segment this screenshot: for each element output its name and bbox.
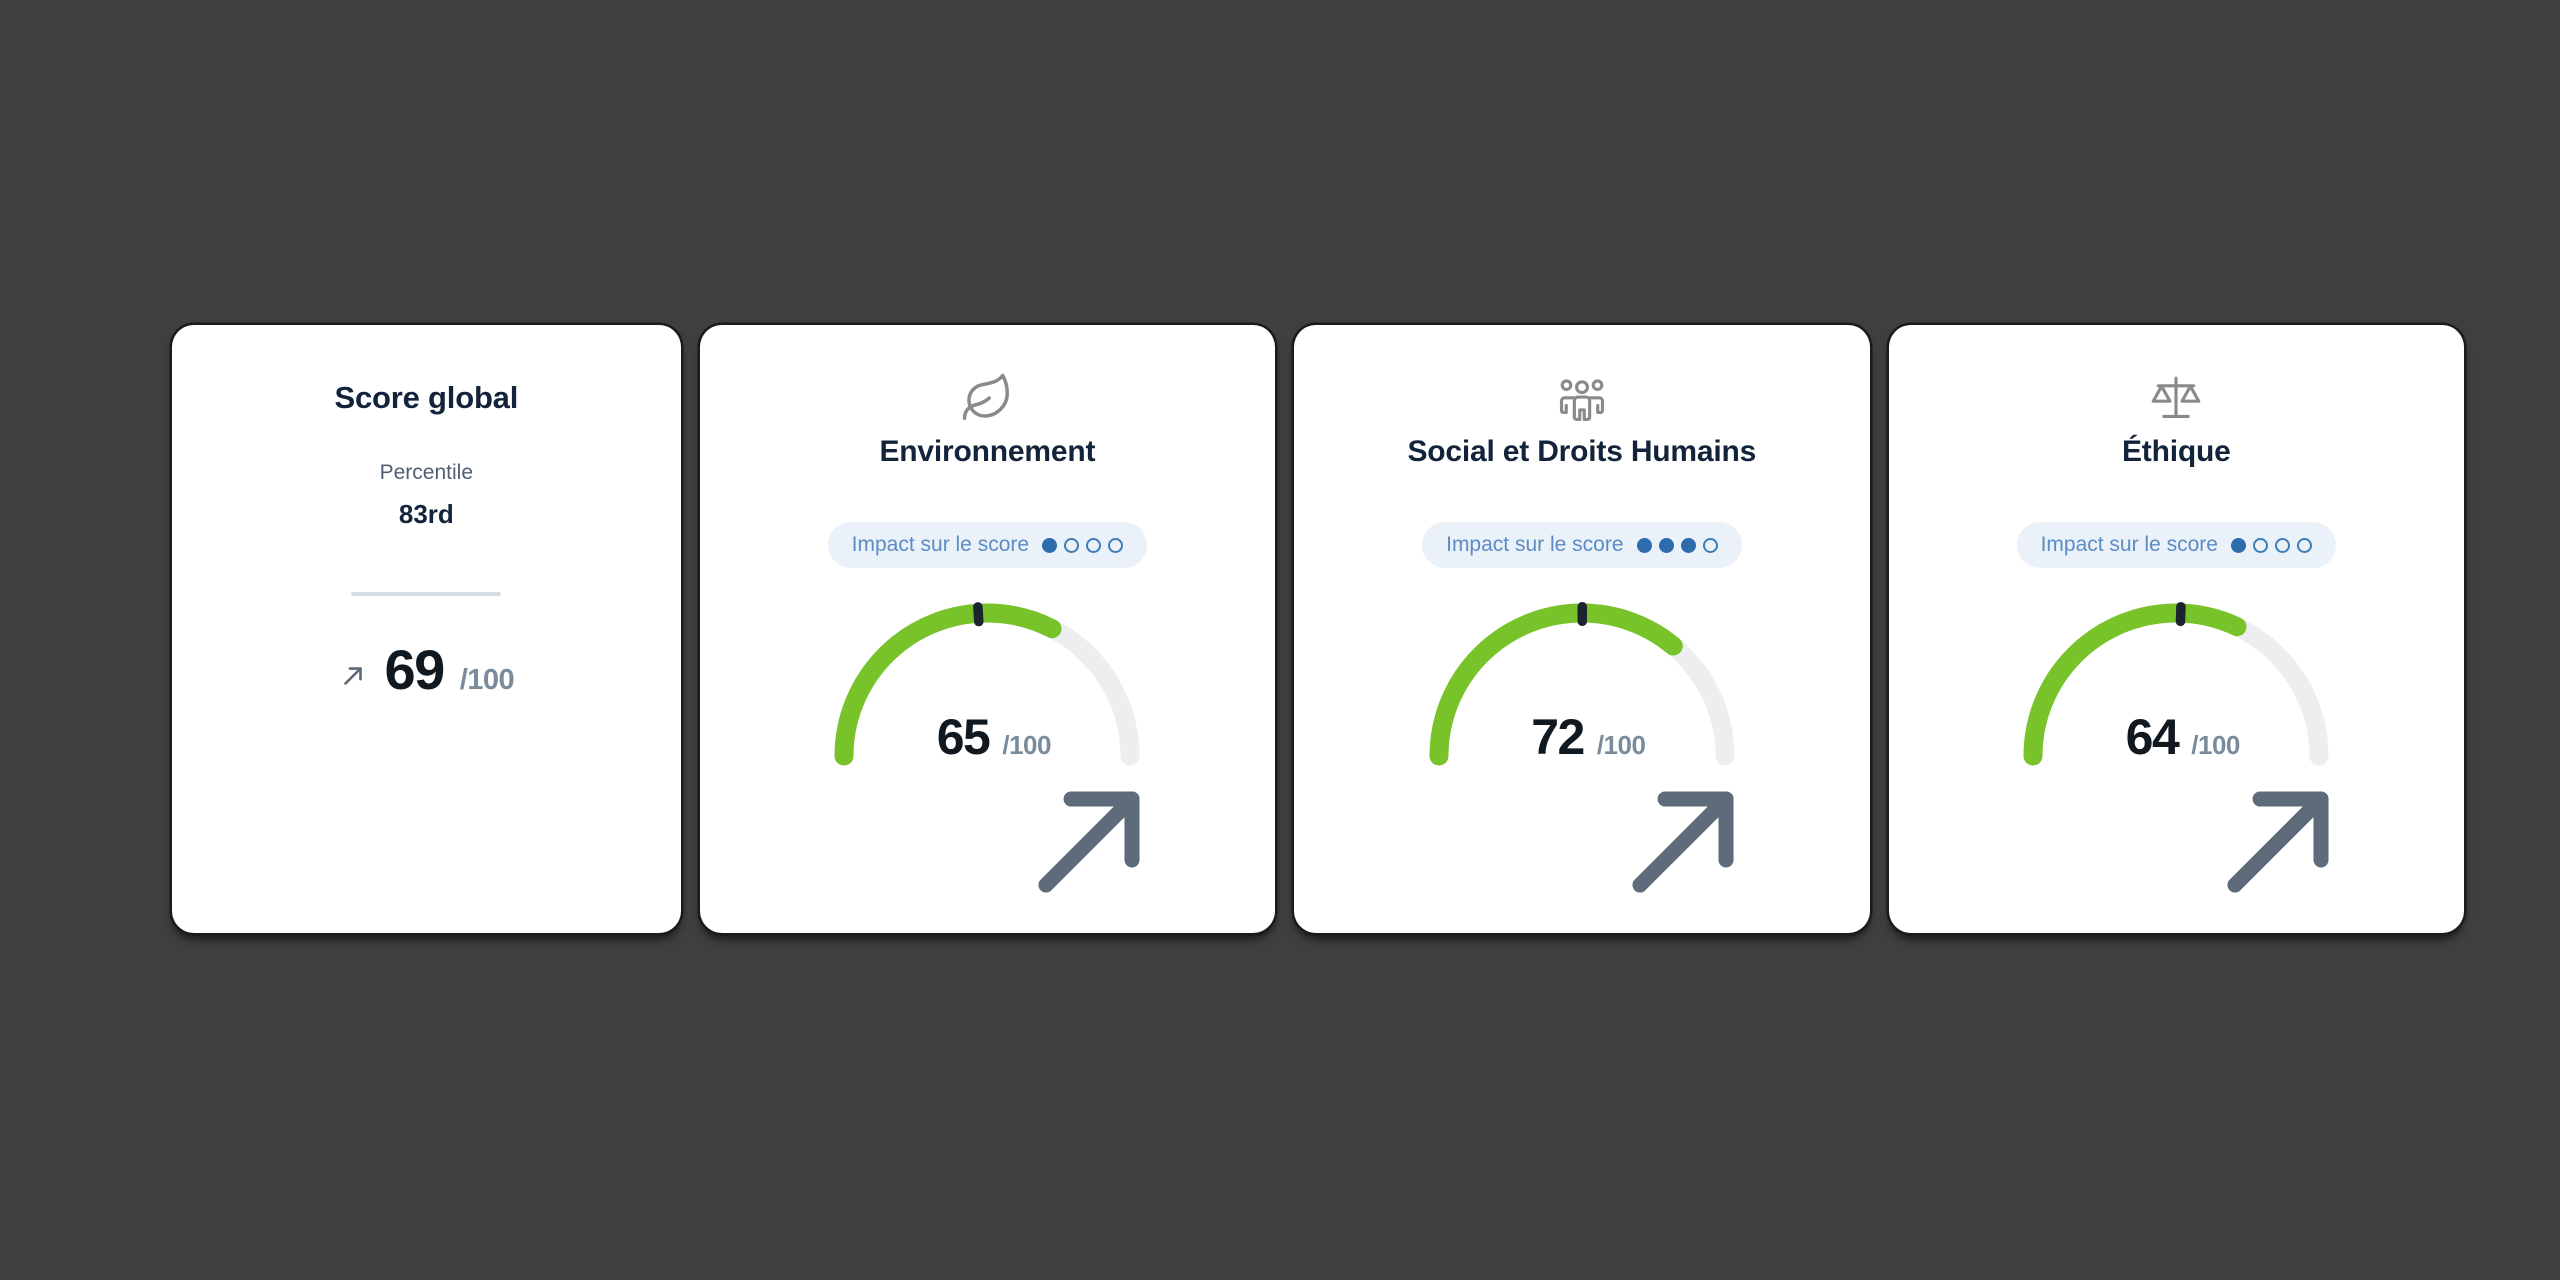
impact-dot-filled: [2230, 537, 2246, 553]
gauge-social: 72 /100: [1417, 596, 1747, 893]
card-title-ethique: Éthique: [2121, 435, 2231, 468]
arrow-up-right-icon: [338, 661, 368, 696]
gauge-ethique: 64 /100: [2011, 596, 2341, 893]
impact-label: Impact sur le score: [1446, 533, 1624, 556]
impact-rating-dots: [1636, 537, 1718, 553]
impact-dot-filled: [1680, 537, 1696, 553]
gauge-svg: [2023, 602, 2329, 766]
gauge-readout-environnement: 65 /100: [822, 709, 1152, 893]
impact-badge-ethique[interactable]: Impact sur le score: [2016, 522, 2336, 568]
global-score-value: 69: [384, 638, 445, 702]
pillar-score-value: 72: [1531, 709, 1585, 765]
global-score-denominator: /100: [459, 664, 515, 697]
impact-rating-dots: [2230, 537, 2312, 553]
impact-dot-empty: [1108, 537, 1124, 553]
impact-badge-environnement[interactable]: Impact sur le score: [827, 522, 1148, 568]
pillar-score-denominator: /100: [2191, 730, 2240, 760]
card-divider: [351, 592, 502, 597]
impact-dot-empty: [1064, 537, 1080, 553]
global-score-readout: 69 /100: [338, 638, 515, 702]
card-score-global[interactable]: Score global Percentile 83rd 69 /100: [172, 325, 681, 933]
impact-label: Impact sur le score: [851, 533, 1030, 556]
pillar-score-value: 65: [936, 709, 991, 765]
impact-badge-social[interactable]: Impact sur le score: [1422, 522, 1742, 568]
gauge-readout-ethique: 64 /100: [2011, 709, 2341, 893]
percentile-value: 83rd: [398, 499, 454, 530]
impact-dot-empty: [1702, 537, 1718, 553]
gauge-benchmark-tick: [1577, 602, 1587, 626]
people-icon: [1555, 367, 1609, 429]
card-social-droits-humains[interactable]: Social et Droits Humains Impact sur le s…: [1294, 325, 1870, 933]
gauge-svg: [834, 602, 1140, 766]
impact-label: Impact sur le score: [2040, 533, 2218, 556]
scales-icon: [2149, 367, 2203, 429]
impact-dot-filled: [1658, 537, 1674, 553]
card-ethique[interactable]: Éthique Impact sur le score: [1888, 325, 2464, 933]
leaf-icon: [960, 367, 1014, 429]
gauge-benchmark-tick: [973, 602, 984, 627]
impact-dot-empty: [2252, 537, 2268, 553]
pillar-score-denominator: /100: [1002, 730, 1051, 760]
card-title-score-global: Score global: [334, 380, 519, 415]
gauge-environnement: 65 /100: [822, 596, 1152, 893]
gauge-value-arc: [834, 603, 1140, 766]
impact-dot-filled: [1636, 537, 1652, 553]
impact-dot-filled: [1042, 537, 1058, 553]
impact-dot-empty: [1086, 537, 1102, 553]
gauge-svg: [1429, 602, 1735, 766]
impact-dot-empty: [2296, 537, 2312, 553]
impact-rating-dots: [1042, 537, 1124, 553]
gauge-readout-social: 72 /100: [1417, 709, 1747, 893]
pillar-score-denominator: /100: [1596, 730, 1646, 760]
pillar-score-value: 64: [2125, 709, 2180, 765]
score-cards-row: Score global Percentile 83rd 69 /100: [172, 325, 2464, 933]
percentile-label: Percentile: [379, 461, 474, 485]
card-title-social: Social et Droits Humains: [1407, 435, 1757, 468]
impact-dot-empty: [2274, 537, 2290, 553]
gauge-benchmark-tick: [2175, 602, 2186, 627]
card-environnement[interactable]: Environnement Impact sur le score: [699, 325, 1276, 933]
card-title-environnement: Environnement: [879, 435, 1096, 468]
